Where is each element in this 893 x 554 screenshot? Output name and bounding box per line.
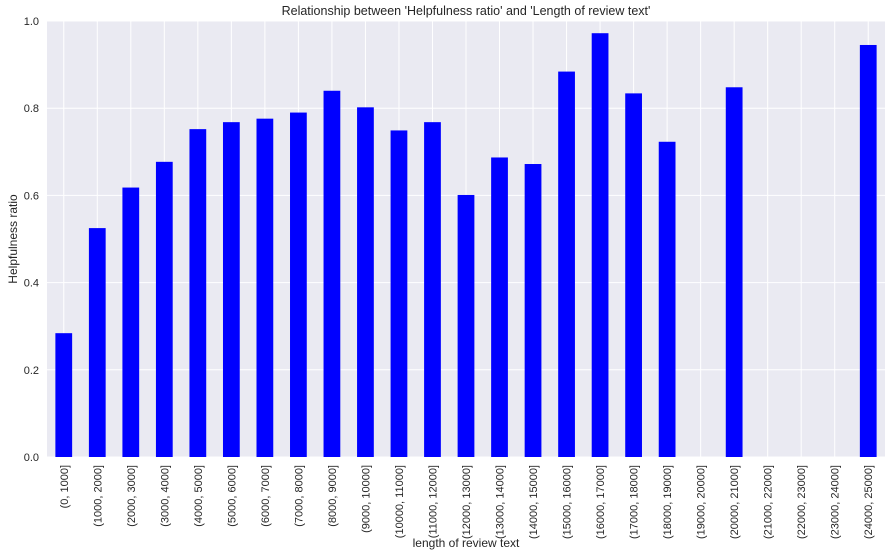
bar xyxy=(222,122,240,457)
x-tick-label: (14000, 15000] xyxy=(528,465,540,539)
bar xyxy=(290,112,307,457)
bar xyxy=(491,157,508,457)
x-tick-label: (0, 1000] xyxy=(59,465,71,508)
x-tick-label: (2000, 3000] xyxy=(126,465,138,527)
x-tick-label: (17000, 18000] xyxy=(629,465,641,539)
x-tick-label: (16000, 17000] xyxy=(595,465,607,539)
x-tick-label: (13000, 14000] xyxy=(495,465,507,539)
x-tick-labels: (0, 1000] (1000, 2000] (2000, 3000] (3000, … xyxy=(59,465,875,539)
x-tick-label: (4000, 5000] xyxy=(193,465,205,527)
x-axis-label: length of review text xyxy=(413,536,520,550)
bar xyxy=(256,118,274,457)
x-tick-label: (19000, 20000] xyxy=(696,465,708,539)
x-tick-label: (8000, 9000] xyxy=(327,465,339,527)
y-tick-label: 0.4 xyxy=(24,278,39,290)
x-tick-label: (9000, 10000] xyxy=(360,465,372,533)
bar xyxy=(457,194,475,458)
bar xyxy=(658,141,676,457)
bar xyxy=(122,187,140,457)
x-tick-label: (6000, 7000] xyxy=(260,465,272,527)
x-tick-label: (5000, 6000] xyxy=(226,465,238,527)
y-tick-label: 0.2 xyxy=(24,365,39,377)
x-tick-label: (18000, 19000] xyxy=(662,465,674,539)
bar xyxy=(524,164,542,457)
bar xyxy=(55,333,73,457)
x-tick-label: (11000, 12000] xyxy=(427,465,439,538)
bar xyxy=(357,107,374,457)
bar xyxy=(189,129,207,458)
bar xyxy=(725,87,743,457)
x-tick-label: (22000, 23000] xyxy=(796,465,808,539)
x-tick-label: (20000, 21000] xyxy=(729,465,741,539)
bar xyxy=(323,90,341,457)
x-tick-label: (12000, 13000] xyxy=(461,465,473,539)
bar xyxy=(591,33,609,457)
y-tick-label: 0.6 xyxy=(24,190,39,202)
x-tick-label: (15000, 16000] xyxy=(562,465,574,539)
x-tick-label: (24000, 25000] xyxy=(863,465,875,539)
y-tick-label: 1.0 xyxy=(24,16,39,28)
y-axis-label: Helpfulness ratio xyxy=(6,194,20,284)
x-tick-label: (7000, 8000] xyxy=(293,465,305,527)
bar xyxy=(424,122,441,457)
x-tick-label: (23000, 24000] xyxy=(830,465,842,539)
bar xyxy=(155,161,173,457)
bar xyxy=(625,93,642,457)
bar xyxy=(859,44,877,457)
bar xyxy=(390,130,408,457)
x-tick-label: (10000, 11000] xyxy=(394,465,406,538)
x-tick-label: (1000, 2000] xyxy=(92,465,104,527)
x-tick-label: (21000, 22000] xyxy=(763,465,775,539)
x-tick-label: (3000, 4000] xyxy=(159,465,171,527)
y-tick-labels: 0.0 0.2 0.4 0.6 0.8 1.0 xyxy=(24,16,39,464)
y-tick-label: 0.0 xyxy=(24,452,39,464)
bars xyxy=(55,33,877,458)
chart-title: Relationship between 'Helpfulness ratio'… xyxy=(282,4,651,18)
bar xyxy=(88,228,106,457)
bar xyxy=(558,71,575,458)
y-tick-label: 0.8 xyxy=(24,103,39,115)
